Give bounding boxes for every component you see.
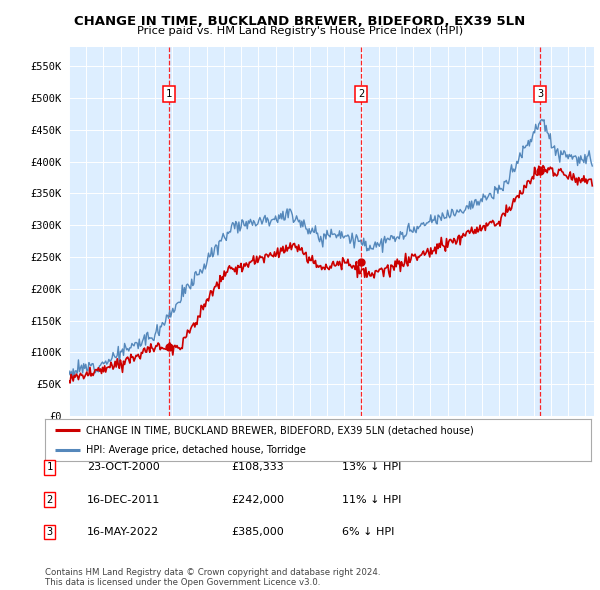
Text: HPI: Average price, detached house, Torridge: HPI: Average price, detached house, Torr… xyxy=(86,445,306,455)
Text: 2: 2 xyxy=(358,89,364,99)
Text: 23-OCT-2000: 23-OCT-2000 xyxy=(87,463,160,472)
Text: CHANGE IN TIME, BUCKLAND BREWER, BIDEFORD, EX39 5LN: CHANGE IN TIME, BUCKLAND BREWER, BIDEFOR… xyxy=(74,15,526,28)
Text: 1: 1 xyxy=(47,463,53,472)
Text: 11% ↓ HPI: 11% ↓ HPI xyxy=(342,495,401,504)
Text: Contains HM Land Registry data © Crown copyright and database right 2024.
This d: Contains HM Land Registry data © Crown c… xyxy=(45,568,380,587)
Text: 2: 2 xyxy=(47,495,53,504)
Text: Price paid vs. HM Land Registry's House Price Index (HPI): Price paid vs. HM Land Registry's House … xyxy=(137,26,463,36)
Text: 1: 1 xyxy=(166,89,172,99)
Text: 6% ↓ HPI: 6% ↓ HPI xyxy=(342,527,394,537)
Text: £242,000: £242,000 xyxy=(231,495,284,504)
Text: 16-DEC-2011: 16-DEC-2011 xyxy=(87,495,160,504)
Text: CHANGE IN TIME, BUCKLAND BREWER, BIDEFORD, EX39 5LN (detached house): CHANGE IN TIME, BUCKLAND BREWER, BIDEFOR… xyxy=(86,425,474,435)
Text: £108,333: £108,333 xyxy=(231,463,284,472)
Text: 3: 3 xyxy=(47,527,53,537)
Text: 16-MAY-2022: 16-MAY-2022 xyxy=(87,527,159,537)
Text: £385,000: £385,000 xyxy=(231,527,284,537)
Text: 13% ↓ HPI: 13% ↓ HPI xyxy=(342,463,401,472)
Text: 3: 3 xyxy=(537,89,543,99)
